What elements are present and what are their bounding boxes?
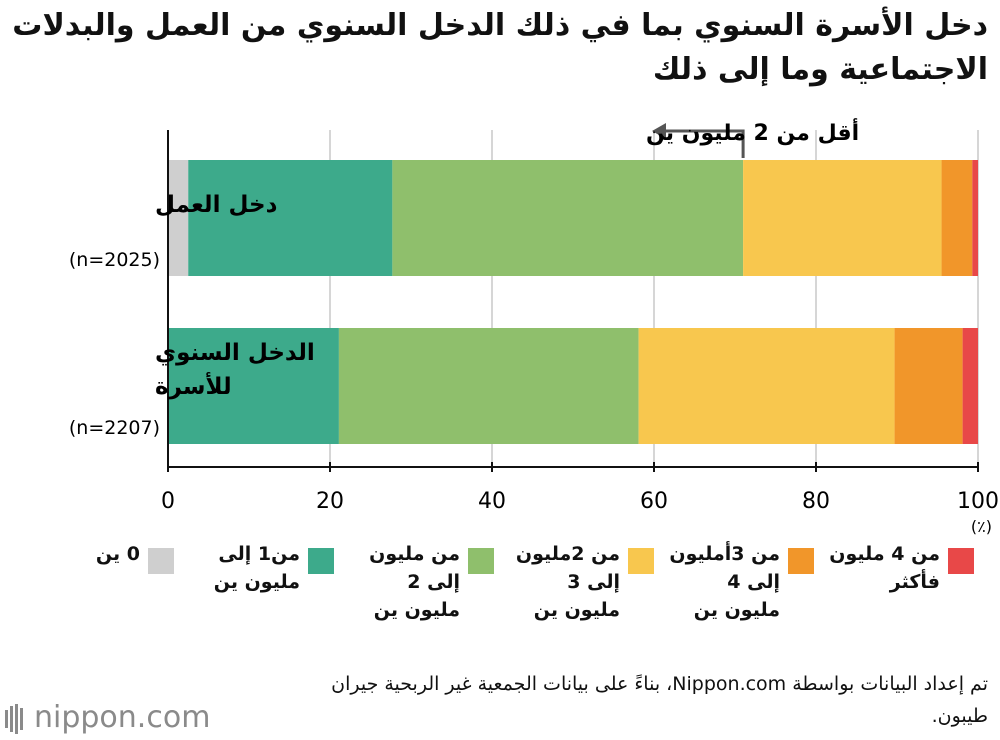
- category-n-label: (n=2207): [69, 417, 160, 439]
- legend: 0 ين من1 إلى مليون ين من مليون إلى 2 مليون…: [20, 540, 980, 650]
- legend-label: من1 إلى مليون ين: [213, 543, 300, 593]
- nippon-logo-mark-icon: [5, 703, 23, 734]
- bars: [168, 160, 978, 444]
- legend-label: من مليون إلى 2 مليون ين: [369, 543, 460, 621]
- legend-item: من 2مليون إلى 3 مليون ين: [500, 540, 654, 650]
- bar-segment: [743, 160, 942, 276]
- legend-swatch: [948, 548, 974, 574]
- x-tick-label: 0: [161, 489, 175, 514]
- category-n-label: (n=2025): [69, 249, 160, 271]
- nippon-logo: nippon.com: [4, 700, 210, 735]
- category-labels: دخل العمل (n=2025) الدخل السنوي للأسرة (n=22…: [69, 192, 315, 439]
- source-note: تم إعداد البيانات بواسطة Nippon.com، بنا…: [331, 673, 988, 727]
- bar-segment: [972, 160, 978, 276]
- legend-label: من 2مليون إلى 3 مليون ين: [515, 543, 620, 621]
- legend-item: من 3أمليون إلى 4 مليون ين: [660, 540, 814, 650]
- x-tick-label: 40: [478, 489, 506, 514]
- bar-segment: [188, 160, 393, 276]
- legend-item: من 4 مليون فأكثر: [820, 540, 974, 650]
- legend-item: 0 ين: [20, 540, 174, 650]
- legend-item: من1 إلى مليون ين: [180, 540, 334, 650]
- bar-segment: [894, 328, 963, 444]
- logo-text: nippon.com: [34, 700, 211, 735]
- legend-swatch: [788, 548, 814, 574]
- legend-swatch: [468, 548, 494, 574]
- x-tick-label: 60: [640, 489, 668, 514]
- legend-label: من 4 مليون فأكثر: [829, 543, 940, 593]
- bar-segment: [392, 160, 744, 276]
- annotation-arrow-line: [662, 129, 745, 158]
- bar-segment: [941, 160, 973, 276]
- bar-segment: [168, 160, 189, 276]
- annotation-label: أقل من 2 مليون ين: [646, 117, 859, 146]
- category-label: الدخل السنوي: [155, 340, 315, 366]
- legend-label: من 3أمليون إلى 4 مليون ين: [669, 543, 780, 621]
- annotation: أقل من 2 مليون ين: [646, 117, 859, 158]
- x-tick-label: 80: [802, 489, 830, 514]
- bar-segment: [168, 328, 339, 444]
- bar-segment: [962, 328, 978, 444]
- x-tick-label: 20: [316, 489, 344, 514]
- unit-label: (٪): [971, 517, 992, 536]
- legend-swatch: [308, 548, 334, 574]
- chart-title: دخل الأسرة السنوي بما في ذلك الدخل السنو…: [12, 8, 988, 87]
- axes: 0 20 40 60 80 100 (٪): [161, 130, 999, 536]
- category-label: للأسرة: [155, 371, 232, 400]
- stacked-bar-chart: 0 20 40 60 80 100 (٪) دخل العمل (n=2025) الدخل ا…: [69, 117, 999, 536]
- legend-swatch: [628, 548, 654, 574]
- legend-item: من مليون إلى 2 مليون ين: [340, 540, 494, 650]
- category-label: دخل العمل: [155, 192, 278, 218]
- bar-segment: [638, 328, 895, 444]
- bar-segment: [338, 328, 639, 444]
- legend-swatch: [148, 548, 174, 574]
- x-tick-label: 100: [957, 489, 999, 514]
- legend-label: 0 ين: [95, 543, 140, 565]
- annotation-arrowhead-icon: [652, 123, 666, 139]
